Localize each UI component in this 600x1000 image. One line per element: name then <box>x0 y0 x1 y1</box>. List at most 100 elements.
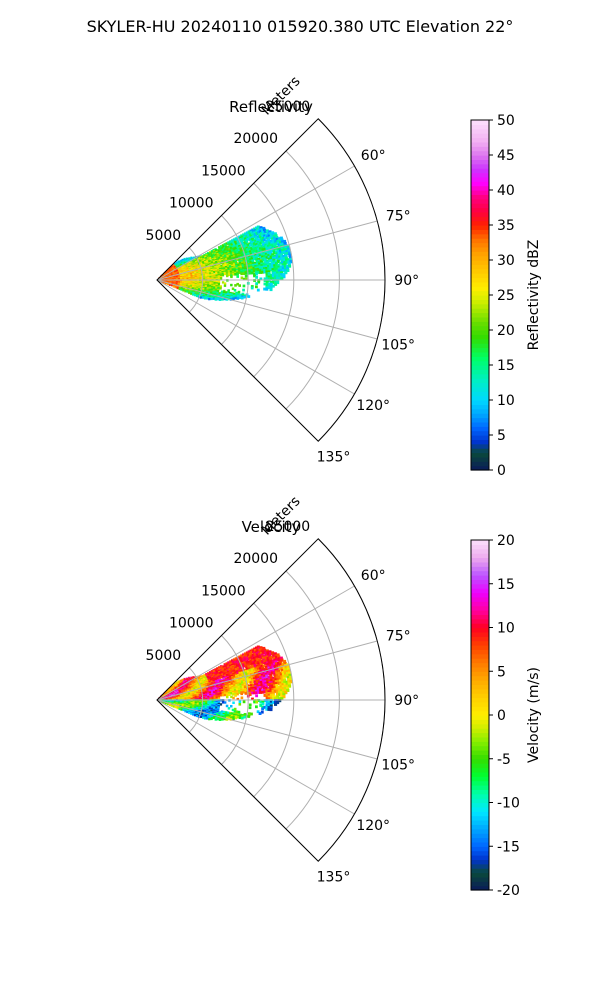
radar-gate <box>269 702 273 706</box>
radar-gate <box>174 286 177 289</box>
radar-gate <box>217 283 220 286</box>
radar-gate <box>287 260 291 264</box>
radar-gate <box>218 672 221 675</box>
colorbar-band <box>471 225 489 230</box>
colorbar-tick-label: 20 <box>497 323 515 339</box>
radar-gate <box>242 233 245 237</box>
radar-gate <box>271 268 275 272</box>
radar-gate <box>213 282 216 286</box>
radar-gate <box>253 273 256 276</box>
colorbar-band <box>471 246 489 252</box>
colorbar-band <box>471 194 489 200</box>
azimuth-tick-label: 60° <box>361 148 386 164</box>
colorbar-band <box>471 435 489 440</box>
radar-gate <box>273 658 277 662</box>
radar-gate <box>241 295 244 299</box>
colorbar-band <box>471 150 489 156</box>
radar-gate <box>257 647 261 651</box>
radar-gate <box>250 650 254 654</box>
radar-gate <box>288 253 292 257</box>
radar-gate <box>268 236 272 240</box>
radar-gate <box>264 657 268 661</box>
colorbar-band <box>471 251 489 257</box>
radar-gate <box>192 274 195 277</box>
radar-gate <box>264 243 268 247</box>
radar-gate <box>286 268 290 272</box>
radar-gate <box>275 684 279 688</box>
radar-gate <box>255 657 259 661</box>
radar-gate <box>255 256 258 260</box>
radar-gate <box>205 684 208 687</box>
radar-gate <box>261 677 265 681</box>
radar-gate <box>197 688 200 691</box>
radar-gate <box>260 265 264 269</box>
radar-gate <box>256 267 260 271</box>
radar-gate <box>276 695 280 699</box>
radar-gate <box>263 675 267 679</box>
radar-gate <box>190 686 193 689</box>
radar-gate <box>225 678 228 682</box>
radar-gate <box>267 257 271 261</box>
radar-gate <box>266 237 270 241</box>
radar-gate <box>225 242 229 245</box>
radar-gate <box>284 269 288 273</box>
radar-gate <box>258 245 262 249</box>
radar-gate <box>287 262 291 266</box>
radar-gate <box>213 294 216 298</box>
radar-gate <box>258 648 262 652</box>
radar-gate <box>282 676 286 681</box>
radar-gate <box>277 265 281 269</box>
radar-gate <box>259 704 263 707</box>
radar-gate <box>206 267 209 270</box>
radar-gate <box>245 240 249 244</box>
radar-gate <box>272 670 276 674</box>
azimuth-tick-label: 75° <box>386 208 411 224</box>
radar-gate <box>271 691 275 695</box>
radar-gate <box>266 651 270 655</box>
radar-gate <box>265 699 269 703</box>
radar-gate <box>204 271 207 274</box>
radar-gate <box>279 249 283 253</box>
radar-gate <box>259 691 263 694</box>
radar-gate <box>255 258 259 262</box>
radar-gate <box>195 269 198 272</box>
radar-gate <box>252 255 256 259</box>
radar-gate <box>261 655 265 659</box>
radar-gate <box>240 660 244 664</box>
radar-gate <box>255 668 258 672</box>
radar-gate <box>253 229 257 232</box>
colorbar-band <box>471 264 489 270</box>
radar-gate <box>275 254 279 258</box>
radar-gate <box>270 677 273 681</box>
radar-gate <box>281 681 285 685</box>
radar-gate <box>276 699 280 703</box>
radar-gate <box>241 292 245 296</box>
radar-gate <box>270 249 274 253</box>
radar-gate <box>250 676 254 680</box>
radar-gate <box>276 259 280 263</box>
radar-gate <box>261 242 265 246</box>
colorbar-band <box>471 343 489 349</box>
radar-gate <box>236 282 239 286</box>
radar-gate <box>270 235 274 239</box>
radar-gate <box>253 663 257 667</box>
radar-gate <box>261 649 265 653</box>
radar-gate <box>238 700 242 703</box>
radar-gate <box>269 280 273 284</box>
radar-gate <box>244 274 248 278</box>
radar-gate <box>285 682 289 686</box>
radar-gate <box>258 261 261 265</box>
radar-gate <box>232 693 235 696</box>
radar-gate <box>278 247 282 251</box>
radar-gate <box>272 262 276 266</box>
radar-gate <box>270 262 274 266</box>
radar-gate <box>267 652 271 656</box>
radar-gate <box>272 234 276 238</box>
radar-gate <box>216 298 220 301</box>
radar-gate <box>269 697 273 701</box>
radar-gate <box>263 660 267 664</box>
radar-gate <box>243 681 246 684</box>
radar-gate <box>265 275 269 279</box>
radar-gate <box>195 677 198 680</box>
radar-gate <box>251 249 254 253</box>
